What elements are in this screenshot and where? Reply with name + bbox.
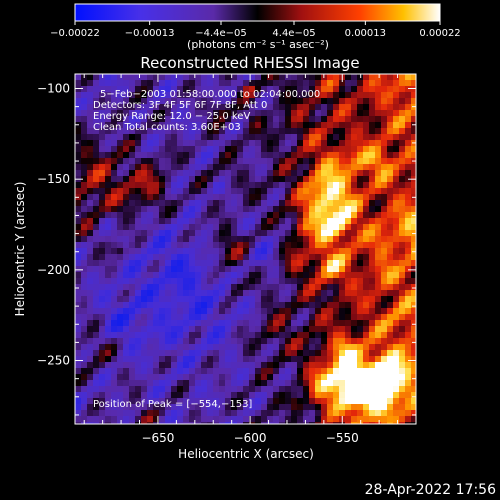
colorbar-ticks: −0.00022 −0.00013 −4.4e−05 4.4e−05 0.00013 0.… <box>50 21 461 39</box>
x-tick-label: −650 <box>141 431 174 445</box>
chart-title: Reconstructed RHESSI Image <box>140 54 359 72</box>
annotation-energy: Energy Range: 12.0 − 25.0 keV <box>93 111 250 122</box>
y-tick-label: −150 <box>37 172 70 186</box>
annotation-detectors: Detectors: 3F 4F 5F 6F 7F 8F, Att 0 <box>93 100 267 111</box>
peak-label: Position of Peak = [−554,−153] <box>93 399 252 410</box>
annotation-counts: Clean Total counts: 3.60E+03 <box>93 122 241 133</box>
colorbar-tick-label: −4.4e−05 <box>195 28 247 39</box>
timestamp: 28-Apr-2022 17:56 <box>364 482 496 498</box>
x-axis-label: Heliocentric X (arcsec) <box>178 447 314 461</box>
colorbar-units: (photons cm⁻² s⁻¹ asec⁻²) <box>187 38 329 51</box>
colorbar-tick-label: 0.00013 <box>345 28 386 39</box>
colorbar-tick-label: 4.4e−05 <box>272 28 315 39</box>
colorbar-tick-label: 0.00022 <box>419 28 460 39</box>
colorbar-tick-label: −0.00013 <box>125 28 175 39</box>
y-tick-label: −250 <box>37 354 70 368</box>
annotation-time: 5−Feb−2003 01:58:00.000 to 02:04:00.000 <box>100 89 320 100</box>
plot-frame <box>74 73 417 425</box>
annotation-block: 5−Feb−2003 01:58:00.000 to 02:04:00.000 … <box>93 89 320 133</box>
y-axis-label: Heliocentric Y (arcsec) <box>13 182 27 317</box>
heatmap-image <box>75 74 416 424</box>
y-tick-label: −100 <box>37 82 70 96</box>
axes: −650 −600 −550 −100 −150 −200 −250 <box>37 74 416 445</box>
colorbar <box>74 3 441 22</box>
y-tick-label: −200 <box>37 263 70 277</box>
colorbar-tick-label: −0.00022 <box>50 28 100 39</box>
x-tick-label: −550 <box>326 431 359 445</box>
x-tick-label: −600 <box>234 431 267 445</box>
